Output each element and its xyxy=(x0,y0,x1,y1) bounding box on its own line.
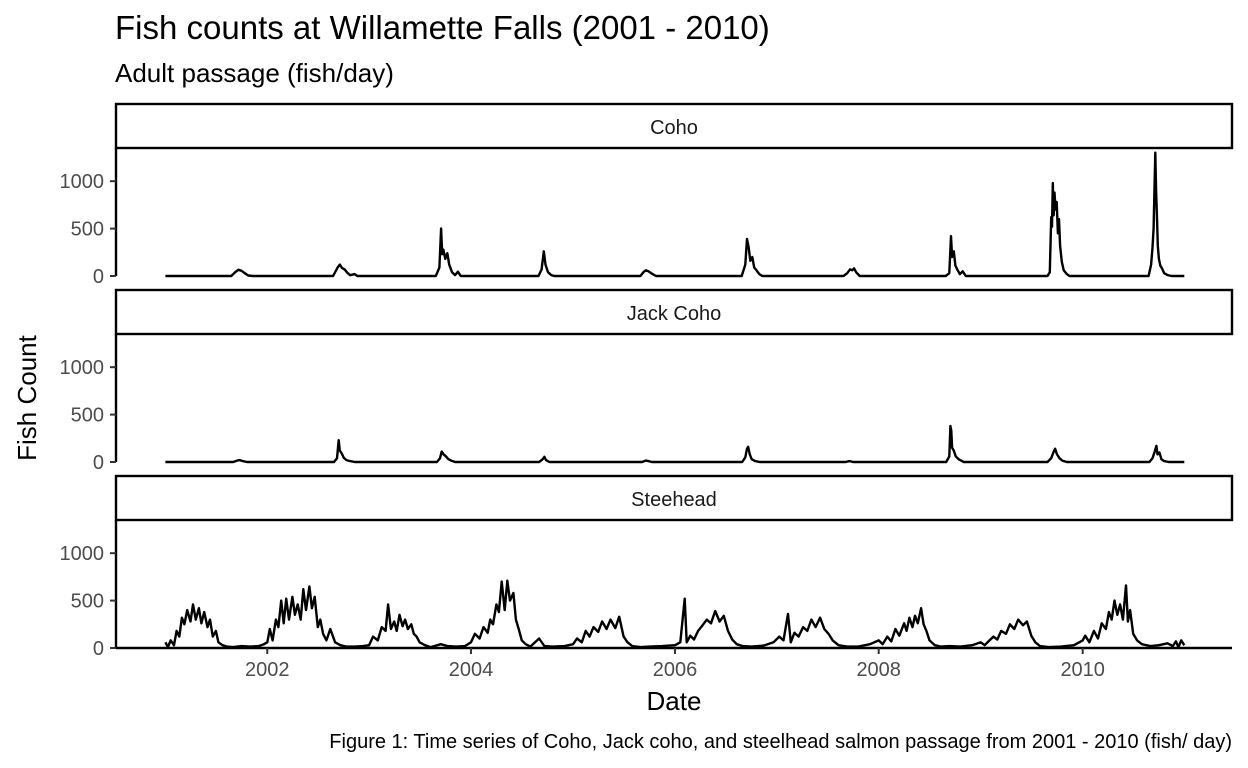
facet-label: Steehead xyxy=(631,489,717,511)
facet-label: Coho xyxy=(650,117,698,139)
x-tick-label: 2006 xyxy=(653,659,698,681)
facet-strip xyxy=(114,474,1234,522)
y-tick-label: 0 xyxy=(93,452,104,474)
facet-strip xyxy=(114,102,1234,150)
y-tick-label: 1000 xyxy=(60,357,105,379)
y-tick-label: 500 xyxy=(71,591,104,613)
series-line xyxy=(165,151,1185,278)
y-tick-label: 0 xyxy=(93,266,104,288)
facet-panels: Coho 0 500 1000 Jack Coho 0 500 1000 Steehead 0 50… xyxy=(60,102,1234,660)
y-tick-label: 500 xyxy=(71,405,104,427)
x-tick-label: 2010 xyxy=(1060,659,1105,681)
facet-label: Jack Coho xyxy=(627,303,722,325)
y-tick-label: 0 xyxy=(93,638,104,660)
chart-title: Fish counts at Willamette Falls (2001 - … xyxy=(115,9,770,46)
x-axis-title: Date xyxy=(647,686,702,716)
figure-caption: Figure 1: Time series of Coho, Jack coho… xyxy=(329,731,1232,753)
y-tick-label: 1000 xyxy=(60,543,105,565)
facet-panel: Coho 0 500 1000 xyxy=(60,102,1234,288)
series-line xyxy=(165,424,1185,464)
facet-strip xyxy=(114,288,1234,336)
x-tick-label: 2004 xyxy=(449,659,494,681)
x-axis: 2002 2004 2006 2008 2010 xyxy=(116,646,1232,681)
chart-subtitle: Adult passage (fish/day) xyxy=(115,58,394,88)
y-tick-label: 1000 xyxy=(60,171,105,193)
x-tick-label: 2002 xyxy=(245,659,290,681)
x-tick-label: 2008 xyxy=(856,659,901,681)
series-line xyxy=(164,579,1186,649)
facet-panel: Jack Coho 0 500 1000 xyxy=(60,288,1234,474)
y-tick-label: 500 xyxy=(71,219,104,241)
facet-panel: Steehead 0 500 1000 xyxy=(60,474,1234,660)
y-axis-title: Fish Count xyxy=(12,334,42,460)
